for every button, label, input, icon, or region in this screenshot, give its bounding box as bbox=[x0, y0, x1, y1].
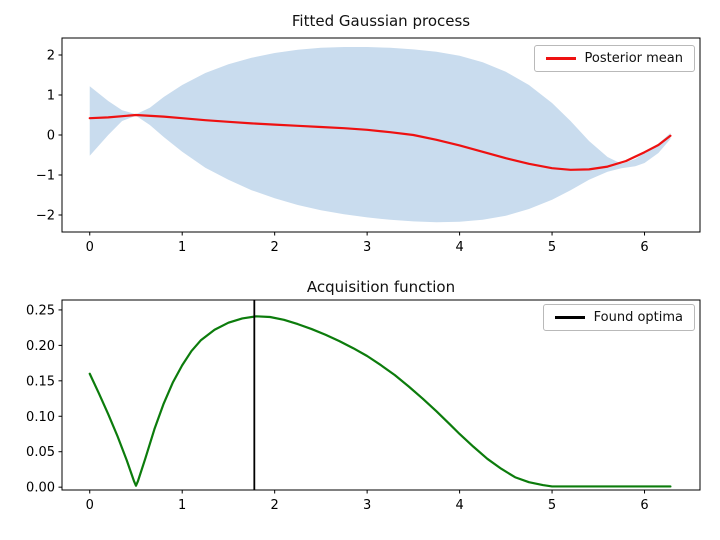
posterior-mean-legend-line-icon bbox=[545, 57, 576, 60]
svg-text:1: 1 bbox=[178, 498, 186, 513]
svg-text:6: 6 bbox=[640, 240, 648, 255]
svg-text:2: 2 bbox=[271, 498, 279, 513]
svg-text:0: 0 bbox=[86, 498, 94, 513]
acquisition-plot-title: Acquisition function bbox=[306, 278, 456, 296]
svg-text:1: 1 bbox=[178, 240, 186, 255]
svg-text:2: 2 bbox=[47, 49, 55, 64]
svg-text:4: 4 bbox=[455, 498, 463, 513]
svg-text:4: 4 bbox=[455, 240, 463, 255]
svg-text:3: 3 bbox=[363, 498, 371, 513]
found-optima-legend-label: Found optima bbox=[593, 310, 683, 325]
posterior-mean-legend-label: Posterior mean bbox=[584, 51, 683, 66]
svg-text:2: 2 bbox=[271, 240, 279, 255]
svg-text:0.05: 0.05 bbox=[26, 445, 55, 460]
svg-text:0: 0 bbox=[47, 129, 55, 144]
svg-text:0: 0 bbox=[86, 240, 94, 255]
svg-text:0.15: 0.15 bbox=[26, 374, 55, 389]
svg-text:1: 1 bbox=[47, 89, 55, 104]
svg-text:0.20: 0.20 bbox=[26, 339, 55, 354]
acquisition-legend: Found optima bbox=[542, 304, 695, 331]
svg-text:6: 6 bbox=[640, 498, 648, 513]
gp-legend: Posterior mean bbox=[533, 45, 695, 72]
svg-text:0.25: 0.25 bbox=[26, 303, 55, 318]
found-optima-legend-line-icon bbox=[554, 316, 585, 319]
svg-text:−2: −2 bbox=[36, 209, 55, 224]
svg-text:5: 5 bbox=[548, 498, 556, 513]
svg-text:−1: −1 bbox=[36, 169, 55, 184]
svg-text:5: 5 bbox=[548, 240, 556, 255]
svg-text:0.10: 0.10 bbox=[26, 410, 55, 425]
gp-plot-title: Fitted Gaussian process bbox=[291, 12, 471, 30]
svg-text:0.00: 0.00 bbox=[26, 481, 55, 496]
svg-text:3: 3 bbox=[363, 240, 371, 255]
